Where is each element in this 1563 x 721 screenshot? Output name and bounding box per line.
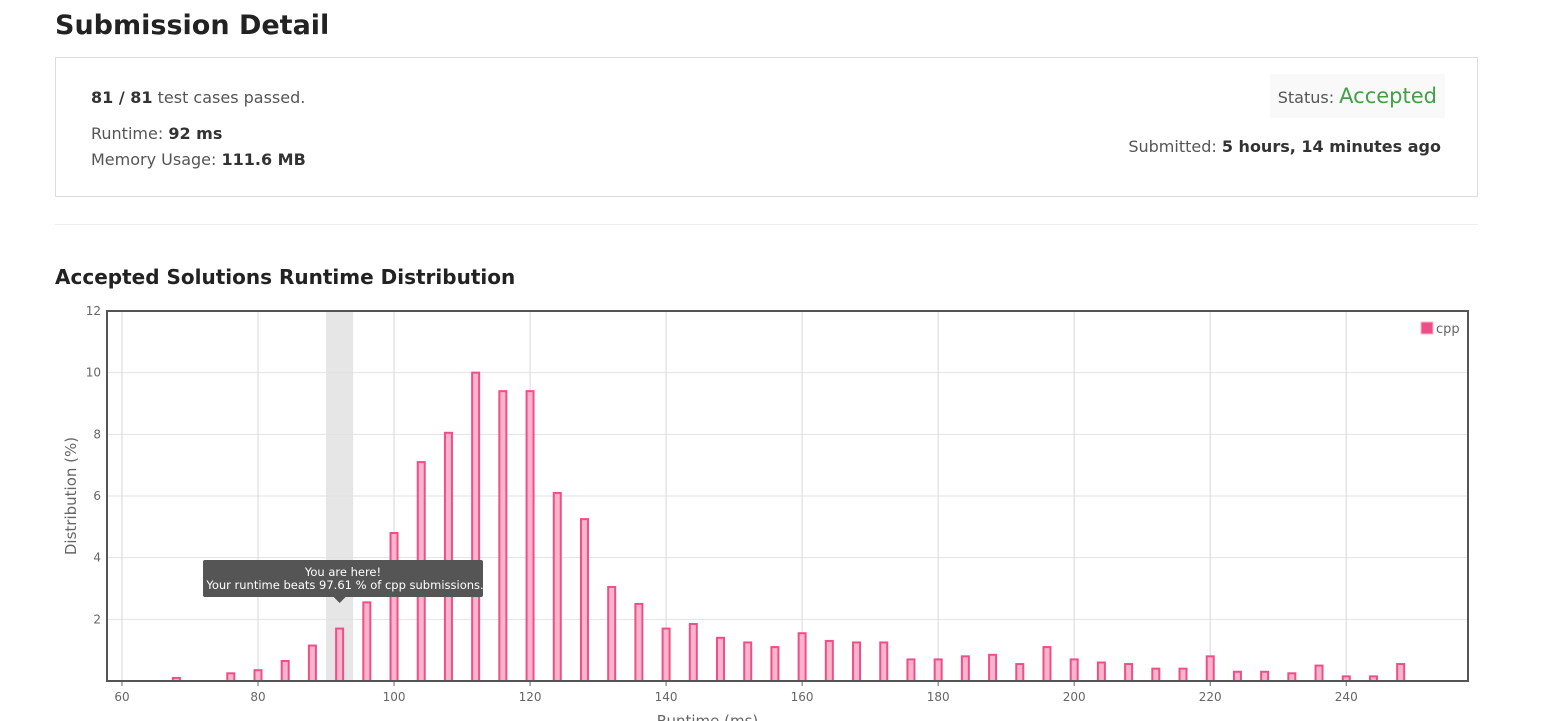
- x-tick-label: 60: [114, 690, 129, 704]
- x-tick-label: 100: [383, 690, 406, 704]
- bar: [579, 518, 589, 682]
- x-tick-label: 160: [791, 690, 814, 704]
- bar: [1151, 667, 1161, 682]
- bar: [471, 371, 481, 683]
- bar: [1015, 663, 1025, 682]
- x-tick-label: 140: [655, 690, 678, 704]
- x-tick-label: 80: [250, 690, 265, 704]
- bar: [852, 641, 862, 683]
- legend-swatch: [1420, 321, 1434, 335]
- memory: 111.6 MB: [221, 150, 306, 169]
- bar: [879, 641, 889, 683]
- bar: [253, 669, 263, 683]
- passed-text: test cases passed.: [157, 88, 306, 107]
- bar: [1178, 667, 1188, 682]
- x-tick-label: 220: [1199, 690, 1222, 704]
- plot-frame: [106, 310, 1469, 682]
- memory-line: Memory Usage: 111.6 MB: [91, 150, 306, 169]
- bar: [661, 627, 671, 683]
- page-title: Submission Detail: [55, 10, 330, 41]
- summary-box: [55, 57, 1478, 197]
- runtime: 92 ms: [168, 124, 223, 143]
- bar: [824, 639, 834, 682]
- submitted: 5 hours, 14 minutes ago: [1221, 137, 1441, 156]
- bar: [1069, 658, 1079, 682]
- bar: [933, 658, 943, 682]
- bar: [770, 646, 780, 683]
- x-axis-label: Runtime (ms): [657, 712, 759, 721]
- bar: [1232, 670, 1242, 682]
- bar: [307, 644, 317, 682]
- status-line: Status: Accepted: [1269, 74, 1445, 118]
- divider: [55, 224, 1478, 225]
- chart-title: Accepted Solutions Runtime Distribution: [55, 265, 516, 289]
- y-tick-label: 6: [93, 489, 101, 503]
- bar: [362, 601, 372, 682]
- submitted-label: Submitted:: [1128, 137, 1217, 156]
- x-tick-label: 240: [1335, 690, 1358, 704]
- bar: [525, 390, 535, 683]
- status[interactable]: Accepted: [1339, 84, 1437, 108]
- runtime-line: Runtime: 92 ms: [91, 124, 222, 143]
- bar: [716, 636, 726, 683]
- passed-line: 81 / 81 test cases passed.: [91, 88, 305, 107]
- bar: [607, 585, 617, 683]
- runtime-label: Runtime:: [91, 124, 164, 143]
- submitted-line: Submitted: 5 hours, 14 minutes ago: [1128, 137, 1441, 156]
- bar: [1042, 646, 1052, 683]
- tooltip-box: [203, 560, 483, 597]
- legend-label: cpp: [1436, 322, 1460, 337]
- bar: [1096, 661, 1106, 682]
- bar: [443, 431, 453, 682]
- bar: [1260, 670, 1270, 682]
- bar: [688, 622, 698, 683]
- bar: [498, 390, 508, 683]
- bar: [743, 641, 753, 683]
- bar: [1314, 664, 1324, 683]
- tooltip-arrow: [333, 597, 346, 603]
- chart: 2 4 6 8 10 12 60 80 100 120 140 160 180 200 220 240 cpp D…: [62, 304, 1469, 721]
- bar: [1396, 663, 1406, 682]
- passed: 81 / 81: [91, 88, 153, 107]
- bar: [226, 672, 236, 682]
- tooltip: You are here!Your runtime beats 97.61 % …: [203, 560, 484, 603]
- y-tick-label: 10: [86, 366, 101, 380]
- bar: [906, 658, 916, 682]
- bar: [335, 627, 345, 683]
- tooltip-line: Your runtime beats 97.61 % of cpp submis…: [205, 578, 483, 592]
- bar: [634, 602, 644, 682]
- y-tick-label: 8: [93, 427, 101, 441]
- memory-label: Memory Usage:: [91, 150, 217, 169]
- bar: [389, 532, 399, 682]
- y-tick-label: 2: [93, 612, 101, 626]
- y-axis-label: Distribution (%): [62, 437, 80, 555]
- bar: [960, 655, 970, 683]
- x-tick-label: 180: [927, 690, 950, 704]
- bar: [1205, 655, 1215, 683]
- bar: [1124, 663, 1134, 682]
- bar: [988, 653, 998, 682]
- y-tick-label: 4: [93, 551, 101, 565]
- bar: [797, 632, 807, 683]
- status-label: Status:: [1277, 88, 1335, 107]
- bar: [280, 659, 290, 683]
- bar: [1287, 672, 1297, 682]
- tooltip-line: You are here!: [304, 565, 381, 579]
- bar: [552, 491, 562, 682]
- x-tick-label: 200: [1063, 690, 1086, 704]
- x-tick-label: 120: [519, 690, 542, 704]
- y-tick-label: 12: [86, 304, 101, 318]
